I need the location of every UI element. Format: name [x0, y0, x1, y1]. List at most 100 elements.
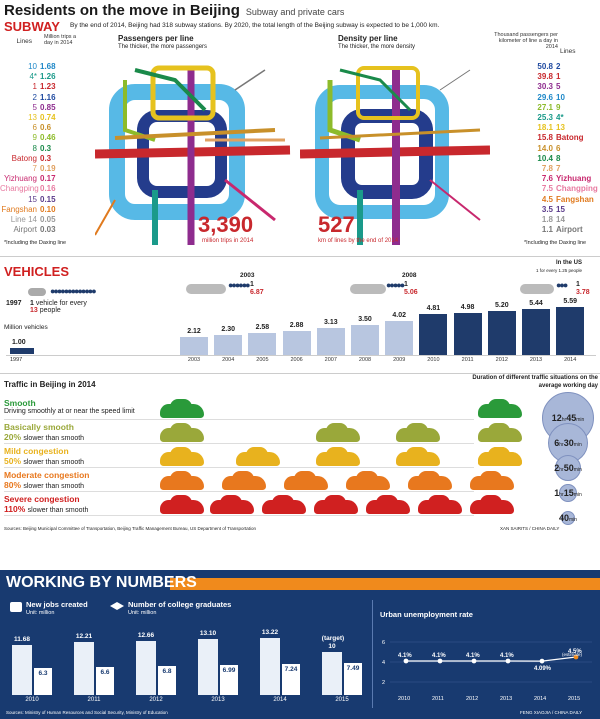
duration-circle	[559, 484, 577, 502]
jobs-year: 2010	[25, 697, 39, 703]
page-title: Residents on the move in Beijing Subway a…	[4, 2, 344, 19]
line-value: 27.1	[537, 102, 553, 112]
traffic-label: Severe congestion 110% slower than smooth	[4, 494, 154, 514]
line-name: Yizhuang	[556, 174, 592, 184]
right-header-lines: Lines	[560, 48, 576, 55]
vehicle-bar	[556, 307, 585, 355]
right-line-table: 50.8 2 39.8 1 30.3 5 29.6 10 27.1 9 25.3 4* 18.1 13 15…	[526, 62, 598, 235]
traffic-label: Mild congestion 50% slower than smooth	[4, 446, 154, 466]
line-value: 10.4	[537, 153, 553, 163]
duration-label: 12hr45min	[536, 413, 600, 423]
car-icon	[478, 423, 522, 442]
table-row: 7.8 7	[526, 164, 596, 174]
duration-label: 1hr15min	[536, 488, 600, 498]
unemployment-point	[403, 658, 409, 664]
line-name: 8	[556, 153, 561, 163]
vehicle-bar-value: 5.44	[529, 299, 543, 307]
y2003-year: 2003	[240, 272, 255, 279]
line-value: 0.16	[40, 184, 56, 194]
duration-mins: 45	[566, 413, 577, 423]
y-tick: 2	[382, 680, 385, 686]
jobs-unit: Unit: million	[26, 610, 55, 616]
table-row: Fangshan 0.10	[0, 205, 70, 215]
line-name: 9	[32, 133, 37, 143]
people-icon: ●●●●●	[386, 280, 405, 290]
map2-sub: The thicker, the more density	[338, 44, 416, 50]
duration-label: 6hr30min	[536, 438, 600, 448]
table-row: 7 0.19	[0, 164, 70, 174]
duration-hrs: 12	[551, 413, 562, 423]
grads-bar	[220, 664, 238, 695]
y2008-b: 5.06	[404, 289, 418, 296]
line-value: 4.5	[541, 194, 553, 204]
line-name: 15	[28, 194, 37, 204]
line-value: 18.1	[537, 123, 553, 133]
car-icon	[262, 495, 306, 514]
table-row: 50.8 2	[526, 62, 596, 72]
vehicle-bar-year: 2007	[324, 357, 337, 363]
traffic-pct: 20%	[4, 432, 24, 442]
table-row: Changping 0.16	[0, 184, 70, 194]
subway-intro: By the end of 2014, Beijing had 318 subw…	[70, 22, 440, 29]
line-name: 2	[32, 92, 37, 102]
working-credit: FENG XIAOJIA / CHINA DAILY	[520, 710, 583, 715]
duration-hrs: 6	[554, 438, 560, 448]
line-name: 13	[28, 113, 37, 123]
traffic-name: Smooth	[4, 398, 36, 408]
duration-min-unit: min	[568, 517, 578, 523]
vehicle-bar	[180, 336, 208, 355]
title-text: Residents on the move in Beijing	[4, 2, 240, 19]
unemployment-value: 4.1%	[466, 653, 480, 659]
unemployment-value: 4.09%	[534, 666, 552, 672]
line-value: 1.23	[40, 82, 56, 92]
line-value: 1.8	[541, 215, 553, 225]
unemployment-year: 2015	[568, 696, 580, 702]
duration-circle	[555, 455, 581, 481]
line-value: 0.6	[40, 123, 52, 133]
divider-1	[0, 256, 600, 257]
line-value: 0.10	[40, 204, 56, 214]
car-icon	[346, 471, 390, 490]
table-row: 1.1 Airport	[526, 225, 596, 235]
jobs-year: 2011	[87, 697, 101, 703]
jobs-value: 10	[328, 643, 336, 650]
working-sources: Sources: Ministry of Human Resources and…	[6, 710, 168, 715]
table-row: Line 14 0.05	[0, 215, 70, 225]
unemployment-line	[406, 656, 577, 662]
line-name: 13	[556, 123, 565, 133]
table-row: 1 1.23	[0, 82, 70, 92]
subway-map-passengers	[95, 65, 291, 245]
car-icon	[160, 399, 204, 418]
table-row: 39.8 1	[526, 72, 596, 82]
line-name: 1	[556, 72, 561, 82]
table-row: 15 0.15	[0, 195, 70, 205]
traffic-pct: 80%	[4, 480, 24, 490]
map1-title: Passengers per line	[118, 34, 194, 43]
people-icon: ●●●●●●	[228, 280, 251, 290]
traffic-desc: slower than smooth	[23, 435, 85, 442]
car-icon	[478, 399, 522, 418]
duration-hr-unit: hr	[561, 417, 567, 423]
line-name: 2	[556, 62, 561, 71]
car-icon	[160, 447, 204, 466]
unemployment-year: 2010	[398, 696, 410, 702]
jobs-bar	[74, 642, 94, 695]
briefcase-icon	[10, 602, 22, 612]
vehicle-bar-value: 4.81	[426, 305, 441, 313]
jobs-bar	[322, 652, 342, 695]
y2014-a: 1	[576, 281, 580, 288]
table-row: 4.5 Fangshan	[526, 195, 596, 205]
vehicle-bar-value: 4.98	[460, 303, 475, 311]
line-value: 50.8	[537, 62, 553, 71]
graduation-cap-icon	[110, 602, 124, 610]
car-icon	[478, 447, 522, 466]
car-icon	[470, 495, 514, 514]
line-value: 0.3	[40, 143, 52, 153]
traffic-sources: Sources: Beijing Municipal Committee of …	[4, 526, 257, 531]
line-value: 1.16	[40, 92, 56, 102]
line-name: Changping	[556, 184, 598, 194]
target-label: (target)	[321, 635, 345, 642]
duration-title: Duration of different traffic situations…	[472, 375, 598, 389]
line-name: 7	[32, 164, 37, 174]
road-line	[4, 419, 474, 420]
